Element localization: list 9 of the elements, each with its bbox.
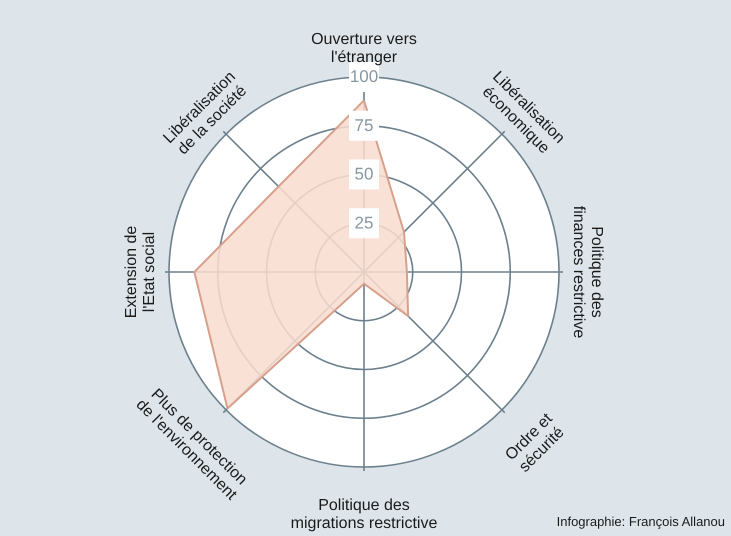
spoke-label: Extension de l'Etat social [123,226,158,318]
spoke-label: Ouverture vers l'étranger [311,31,417,66]
y-tick-label: 25 [354,213,374,232]
spoke-label: Politique des migrations restrictive [290,497,438,532]
y-tick-label: 50 [354,164,374,184]
y-tick-label: 100 [350,67,378,86]
y-tick-label: 75 [354,116,374,135]
text: Infographie: François Allanou [556,514,725,529]
spoke-label: Politique des finances restrictive [570,206,605,338]
